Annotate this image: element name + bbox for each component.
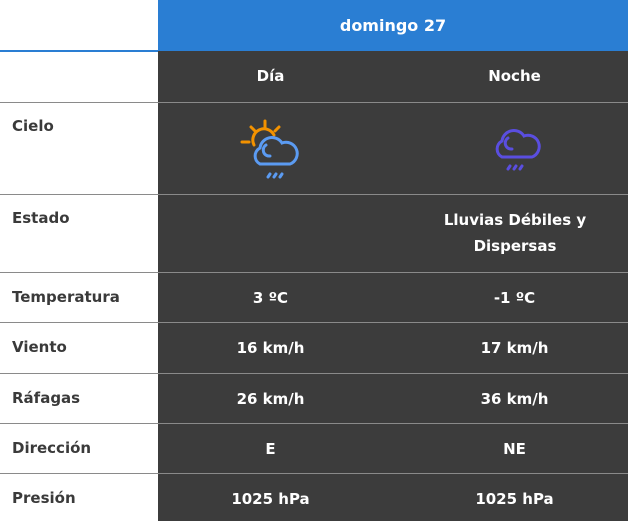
column-night: Noche <box>488 67 541 85</box>
row-temperatura: Temperatura 3 ºC -1 ºC <box>0 272 628 322</box>
night-value: 17 km/h <box>480 339 549 357</box>
row-label: Cielo <box>12 117 54 135</box>
date-header: domingo 27 <box>158 0 628 51</box>
header-underline <box>0 50 158 52</box>
row-viento: Viento 16 km/h 17 km/h <box>0 322 628 373</box>
night-value: Lluvias Débiles y Dispersas <box>443 211 587 255</box>
row-rafagas: Ráfagas 26 km/h 36 km/h <box>0 373 628 423</box>
night-value: 36 km/h <box>480 390 549 408</box>
day-value: 1025 hPa <box>231 490 310 508</box>
row-direccion: Dirección E NE <box>0 423 628 473</box>
day-value: 16 km/h <box>236 339 305 357</box>
row-cielo: Cielo <box>0 102 628 194</box>
row-label: Viento <box>12 338 67 356</box>
row-label: Estado <box>12 209 70 227</box>
day-value: E <box>265 440 276 458</box>
night-value: 1025 hPa <box>475 490 554 508</box>
column-day: Día <box>256 67 285 85</box>
night-value: -1 ºC <box>493 289 536 307</box>
row-presion: Presión 1025 hPa 1025 hPa <box>0 473 628 521</box>
label-column <box>0 0 158 521</box>
cloud-rain-icon <box>495 129 541 171</box>
day-value: 3 ºC <box>252 289 289 307</box>
row-estado: Estado Lluvias Débiles y Dispersas <box>0 194 628 272</box>
row-label: Presión <box>12 489 76 507</box>
row-label: Temperatura <box>12 288 120 306</box>
row-label: Ráfagas <box>12 389 81 407</box>
day-value: 26 km/h <box>236 390 305 408</box>
sun-cloud-rain-icon <box>240 119 299 179</box>
night-value: NE <box>503 440 526 458</box>
row-label: Dirección <box>12 439 92 457</box>
values-area <box>158 51 628 521</box>
date-label: domingo 27 <box>339 16 447 35</box>
